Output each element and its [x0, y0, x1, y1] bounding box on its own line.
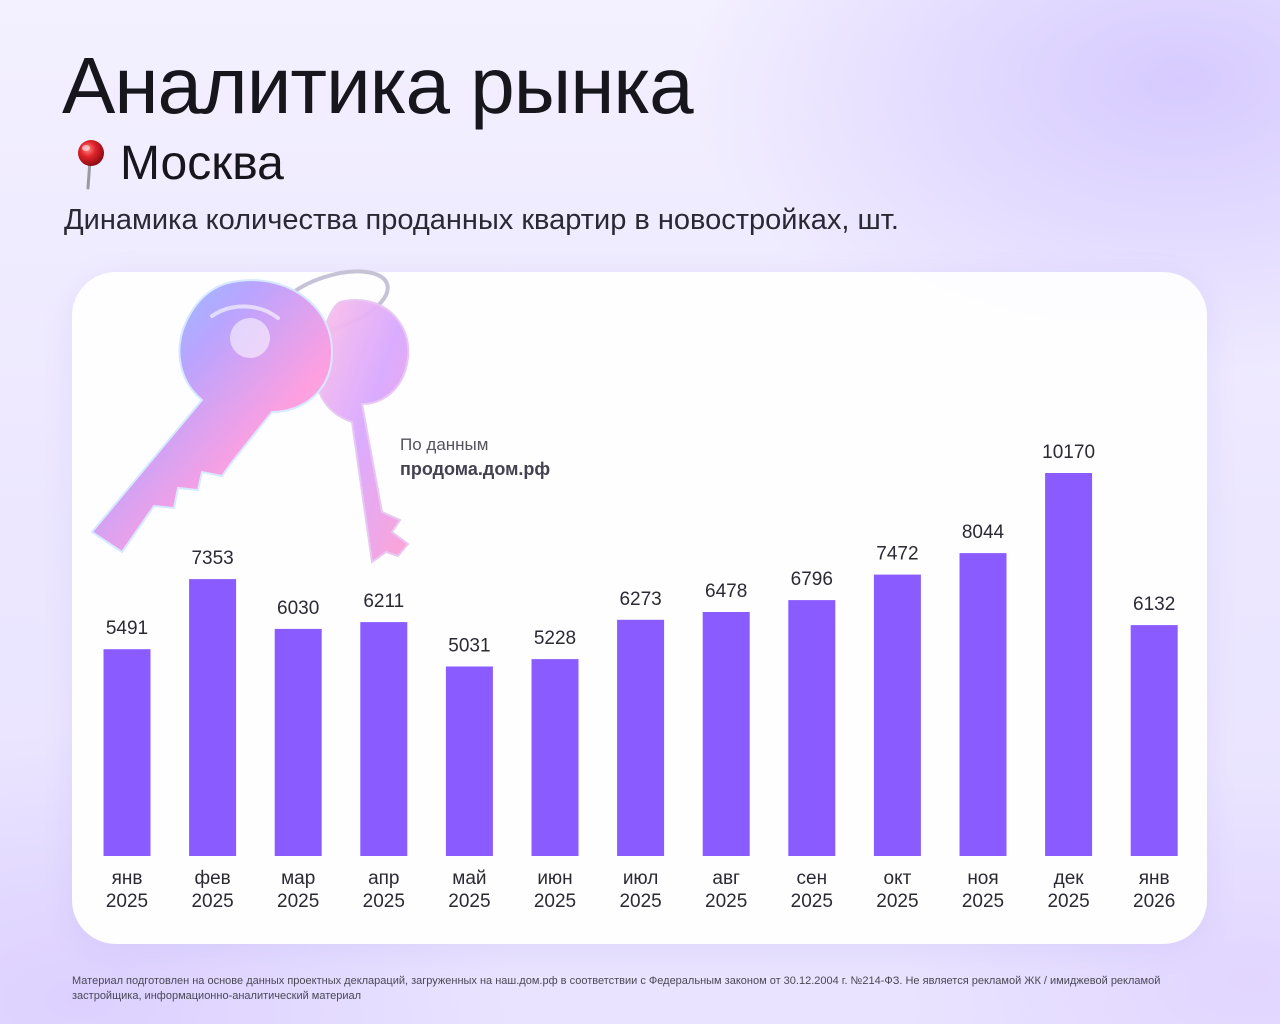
- city-line: Москва: [68, 136, 284, 192]
- city-name: Москва: [120, 137, 284, 190]
- source-site: продома.дом.рф: [400, 459, 551, 479]
- disclaimer: Материал подготовлен на основе данных пр…: [72, 975, 1161, 1002]
- keys-illustration: [90, 269, 410, 564]
- map-pin-icon: [78, 140, 104, 190]
- chart-subtitle: Динамика количества проданных квартир в …: [64, 204, 899, 236]
- source-label: По данным: [400, 435, 489, 454]
- data-source: По данным продома.дом.рф: [400, 434, 550, 482]
- page-title: Аналитика рынка: [62, 41, 694, 130]
